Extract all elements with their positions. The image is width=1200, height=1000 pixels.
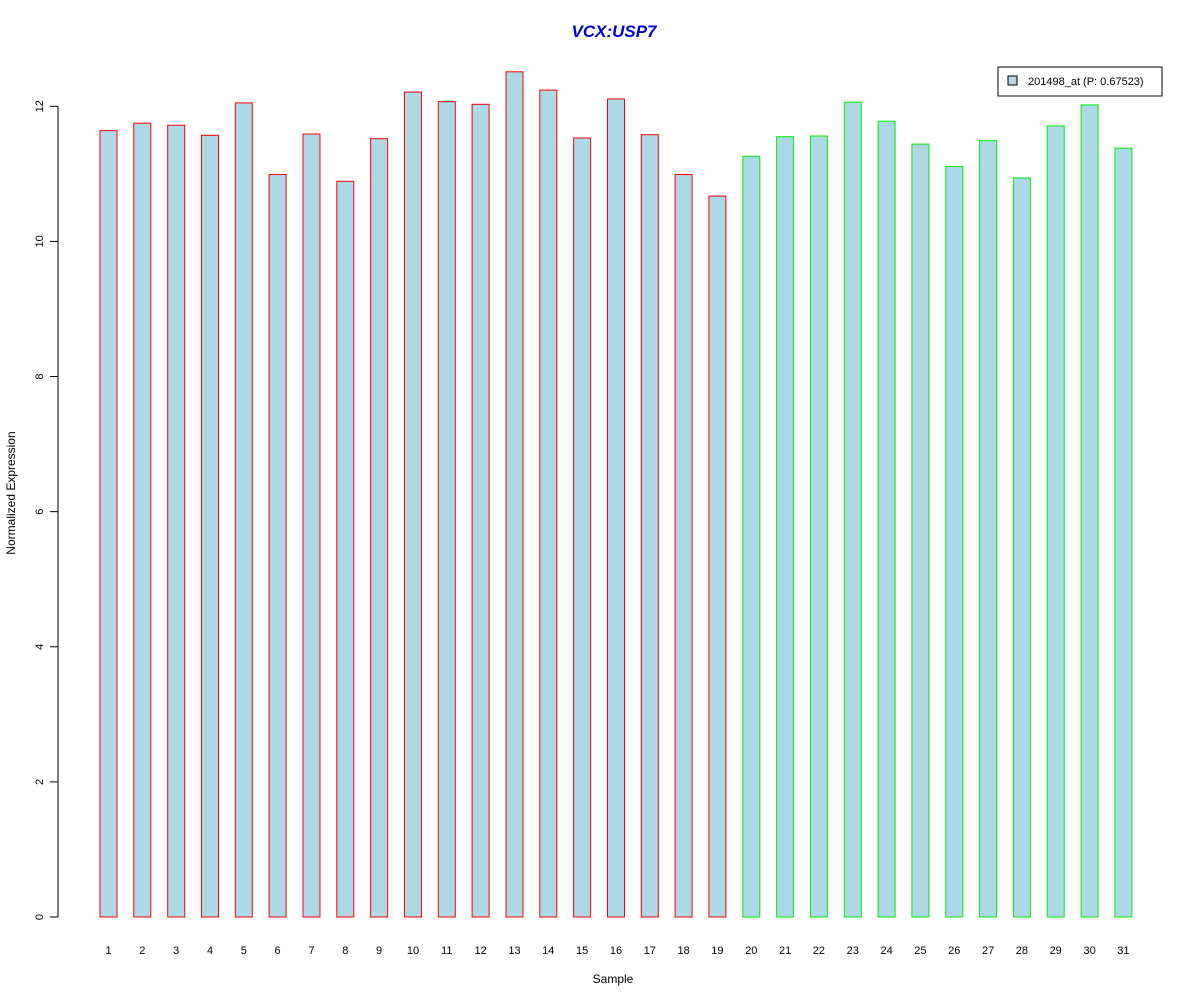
x-tick-label: 6 bbox=[275, 945, 281, 957]
bar-sample-26 bbox=[945, 165, 964, 918]
bar-sample-22 bbox=[809, 135, 828, 918]
x-tick-label: 14 bbox=[542, 945, 554, 957]
x-tick-label: 27 bbox=[982, 945, 994, 957]
bar-sample-18 bbox=[674, 174, 693, 918]
bar-sample-16 bbox=[607, 98, 625, 918]
bar-sample-2 bbox=[133, 122, 152, 918]
bar-sample-30 bbox=[1080, 104, 1099, 918]
bar-sample-15 bbox=[573, 137, 592, 918]
x-tick-label: 9 bbox=[376, 945, 382, 957]
x-tick-label: 20 bbox=[745, 945, 757, 957]
bar-sample-5 bbox=[234, 102, 253, 918]
bar-sample-7 bbox=[302, 133, 321, 918]
bar-sample-3 bbox=[167, 124, 186, 918]
bar-sample-21 bbox=[776, 136, 795, 918]
x-tick-label: 7 bbox=[308, 945, 314, 957]
x-tick-label: 3 bbox=[173, 945, 179, 957]
x-tick-label: 28 bbox=[1016, 945, 1028, 957]
bar-sample-20 bbox=[742, 155, 761, 918]
bar-sample-4 bbox=[201, 134, 219, 918]
bar-sample-9 bbox=[370, 138, 389, 918]
x-tick-label: 8 bbox=[342, 945, 348, 957]
bars bbox=[99, 71, 1133, 918]
chart-title: VCX:USP7 bbox=[571, 22, 658, 41]
x-tick-label: 15 bbox=[576, 945, 588, 957]
bar-sample-29 bbox=[1046, 125, 1065, 918]
x-tick-label: 31 bbox=[1117, 945, 1129, 957]
y-tick-label: 8 bbox=[34, 373, 46, 379]
bar-sample-19 bbox=[708, 195, 727, 918]
x-tick-label: 2 bbox=[139, 945, 145, 957]
x-tick-label: 19 bbox=[711, 945, 723, 957]
y-tick-label: 0 bbox=[34, 914, 46, 920]
y-tick-label: 12 bbox=[34, 100, 46, 112]
bar-sample-6 bbox=[268, 174, 287, 918]
x-tick-label: 25 bbox=[914, 945, 926, 957]
legend: 201498_at (P: 0.67523) bbox=[997, 66, 1163, 97]
x-tick-label: 12 bbox=[474, 945, 486, 957]
x-tick-label: 17 bbox=[644, 945, 656, 957]
x-tick-label: 1 bbox=[105, 945, 111, 957]
bar-sample-31 bbox=[1114, 147, 1133, 918]
x-tick-label: 18 bbox=[677, 945, 689, 957]
x-tick-label: 13 bbox=[508, 945, 520, 957]
bar-sample-24 bbox=[877, 120, 896, 918]
bar-sample-17 bbox=[640, 134, 659, 918]
x-tick-label: 16 bbox=[610, 945, 622, 957]
x-tick-label: 22 bbox=[813, 945, 825, 957]
x-axis-label: Sample bbox=[593, 972, 634, 986]
bar-sample-10 bbox=[404, 91, 422, 918]
x-tick-label: 11 bbox=[441, 945, 452, 957]
x-tick-label: 30 bbox=[1083, 945, 1095, 957]
y-axis: 0 2 4 6 8 10 12 bbox=[34, 100, 59, 920]
x-tick-label: 23 bbox=[847, 945, 859, 957]
bar-sample-8 bbox=[336, 180, 355, 918]
x-tick-label: 24 bbox=[880, 945, 892, 957]
bar-sample-1 bbox=[99, 130, 118, 918]
legend-label: 201498_at (P: 0.67523) bbox=[1028, 76, 1144, 88]
bar-sample-27 bbox=[979, 140, 998, 918]
x-tick-label: 4 bbox=[207, 945, 213, 957]
y-tick-label: 10 bbox=[34, 235, 46, 247]
bar-sample-13 bbox=[505, 71, 524, 918]
x-tick-label: 29 bbox=[1050, 945, 1062, 957]
bar-sample-23 bbox=[843, 101, 862, 918]
bar-sample-11 bbox=[437, 101, 456, 918]
x-tick-label: 5 bbox=[241, 945, 247, 957]
bar-sample-28 bbox=[1012, 177, 1031, 918]
x-tick-label: 26 bbox=[948, 945, 960, 957]
x-tick-label: 10 bbox=[407, 945, 419, 957]
bar-sample-25 bbox=[911, 143, 930, 918]
x-tick-labels: 1 2 3 4 5 6 7 8 9 10 11 12 13 14 15 16 17 18 19 20 21 22 23 24 2… bbox=[105, 945, 1129, 957]
legend-box bbox=[997, 66, 1163, 97]
y-axis-label: Normalized Expression bbox=[4, 431, 18, 554]
y-tick-label: 2 bbox=[34, 779, 46, 785]
bar-sample-14 bbox=[539, 89, 558, 918]
bar-sample-12 bbox=[471, 103, 490, 918]
x-tick-label: 21 bbox=[779, 945, 791, 957]
legend-swatch bbox=[1007, 75, 1018, 86]
y-tick-label: 6 bbox=[34, 509, 46, 515]
y-tick-label: 4 bbox=[34, 644, 46, 650]
